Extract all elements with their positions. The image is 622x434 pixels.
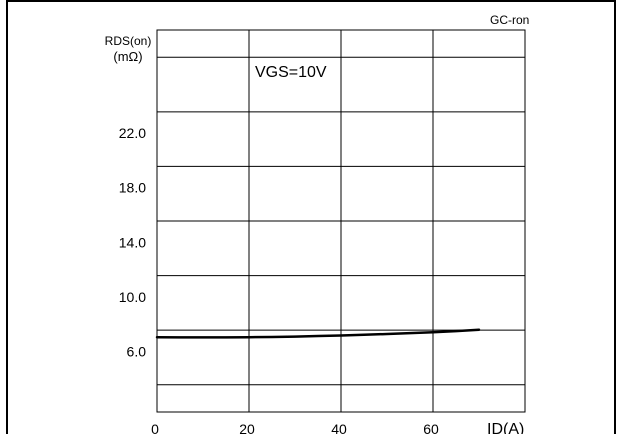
y-tick-label: 18.0 bbox=[119, 180, 146, 196]
y-tick-label: 14.0 bbox=[119, 234, 146, 250]
vgs-annotation: VGS=10V bbox=[255, 64, 327, 81]
y-tick-label: 22.0 bbox=[119, 125, 146, 141]
y-axis-label-line2: (mΩ) bbox=[113, 49, 142, 64]
y-axis-label-line1: RDS(on) bbox=[105, 34, 152, 48]
x-tick-label: 40 bbox=[331, 421, 347, 434]
y-tick-label: 6.0 bbox=[127, 343, 147, 359]
x-axis-label: ID(A) bbox=[487, 421, 524, 434]
series-line bbox=[155, 328, 481, 339]
series-layer bbox=[155, 328, 481, 339]
x-tick-label: 0 bbox=[151, 421, 159, 434]
grid-layer bbox=[156, 29, 526, 413]
y-tick-label: 10.0 bbox=[119, 289, 146, 305]
corner-label: GC-ron bbox=[490, 13, 529, 27]
x-tick-label: 20 bbox=[239, 421, 255, 434]
x-tick-label: 60 bbox=[423, 421, 439, 434]
tick-label-layer: 6.0 10.0 14.0 18.0 22.0 0 20 40 60 bbox=[119, 125, 439, 434]
